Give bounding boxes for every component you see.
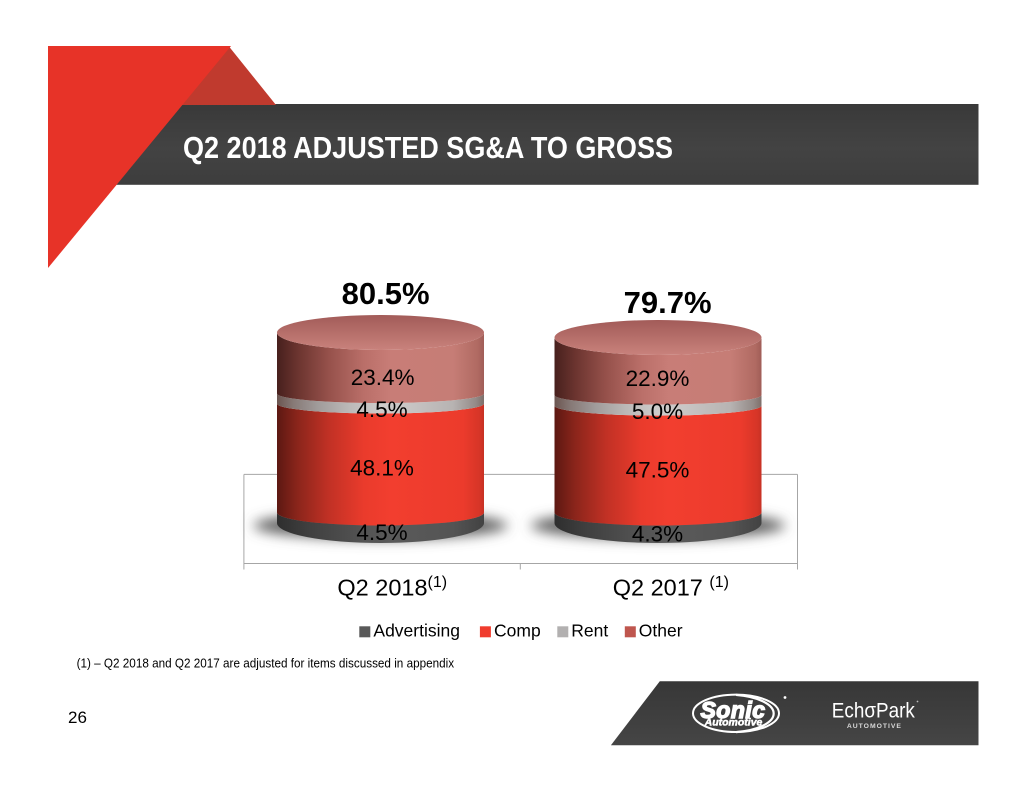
svg-text:(1) – Q2 2018 and Q2 2017 are: (1) – Q2 2018 and Q2 2017 are adjusted f… <box>77 656 455 671</box>
svg-text:Q2 2017 (1): Q2 2017 (1) <box>613 574 729 601</box>
svg-text:26: 26 <box>68 708 87 727</box>
svg-text:Other: Other <box>639 621 683 641</box>
svg-text:Sonic: Sonic <box>700 697 765 723</box>
svg-text:Rent: Rent <box>571 621 608 641</box>
svg-text:80.5%: 80.5% <box>342 276 430 311</box>
svg-text:23.4%: 23.4% <box>351 365 415 390</box>
svg-text:AUTOMOTIVE: AUTOMOTIVE <box>847 723 902 730</box>
svg-text:Q2 2018(1): Q2 2018(1) <box>337 574 447 601</box>
svg-text:79.7%: 79.7% <box>624 285 712 320</box>
svg-text:5.0%: 5.0% <box>632 399 683 424</box>
svg-text:Advertising: Advertising <box>373 621 460 641</box>
svg-text:Comp: Comp <box>494 621 541 641</box>
svg-text:4.5%: 4.5% <box>356 397 407 422</box>
svg-text:Automotive: Automotive <box>704 716 763 728</box>
svg-text:4.3%: 4.3% <box>632 521 683 546</box>
svg-text:48.1%: 48.1% <box>350 455 414 480</box>
svg-text:4.5%: 4.5% <box>356 520 407 545</box>
svg-text:EchσPark: EchσPark <box>832 698 915 722</box>
svg-text:47.5%: 47.5% <box>626 458 690 483</box>
svg-text:Q2 2018 ADJUSTED SG&A TO GROSS: Q2 2018 ADJUSTED SG&A TO GROSS <box>183 131 673 165</box>
svg-text:22.9%: 22.9% <box>626 366 690 391</box>
